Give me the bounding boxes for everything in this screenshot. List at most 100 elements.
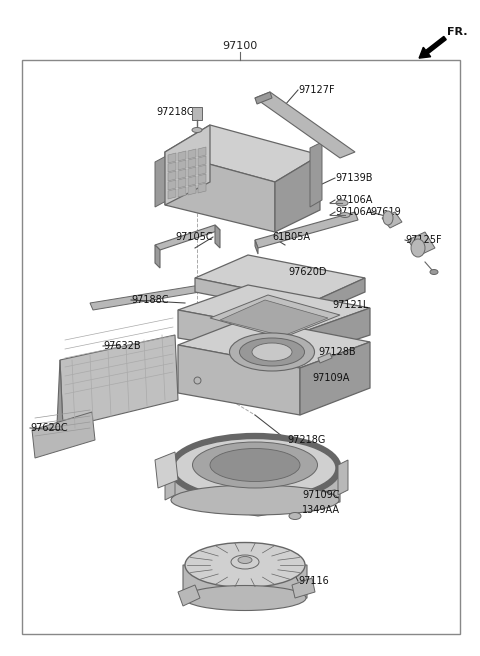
Polygon shape — [172, 468, 340, 516]
Polygon shape — [188, 185, 196, 195]
Polygon shape — [178, 310, 300, 358]
Text: 97106A: 97106A — [335, 207, 372, 217]
Polygon shape — [188, 176, 196, 186]
Ellipse shape — [383, 211, 393, 225]
Ellipse shape — [289, 512, 301, 520]
Polygon shape — [188, 167, 196, 177]
Polygon shape — [310, 142, 322, 207]
Polygon shape — [178, 285, 370, 333]
Text: 97100: 97100 — [222, 41, 258, 51]
Text: 97218G: 97218G — [156, 107, 195, 117]
Polygon shape — [178, 318, 370, 368]
Text: 61B05A: 61B05A — [272, 232, 310, 242]
Polygon shape — [178, 585, 200, 606]
Polygon shape — [165, 465, 175, 500]
Text: 97620C: 97620C — [30, 423, 68, 433]
Ellipse shape — [184, 586, 306, 611]
Text: 97109C: 97109C — [302, 490, 339, 500]
Ellipse shape — [336, 200, 348, 206]
Polygon shape — [155, 245, 160, 268]
Polygon shape — [195, 278, 312, 315]
Text: 97620D: 97620D — [288, 267, 326, 277]
Polygon shape — [57, 360, 63, 432]
Polygon shape — [178, 169, 186, 179]
Polygon shape — [178, 187, 186, 197]
Ellipse shape — [238, 556, 252, 564]
Polygon shape — [408, 232, 435, 256]
Polygon shape — [338, 460, 348, 495]
Text: 97619: 97619 — [370, 207, 401, 217]
Ellipse shape — [252, 343, 292, 361]
Polygon shape — [292, 578, 315, 598]
Text: 97109A: 97109A — [312, 373, 349, 383]
Ellipse shape — [185, 543, 305, 588]
Polygon shape — [178, 151, 186, 161]
Polygon shape — [168, 162, 176, 172]
Polygon shape — [168, 153, 176, 163]
Ellipse shape — [430, 270, 438, 274]
Ellipse shape — [192, 127, 202, 133]
Polygon shape — [155, 225, 220, 250]
Text: 97218G: 97218G — [287, 435, 325, 445]
Ellipse shape — [340, 213, 350, 218]
Polygon shape — [312, 278, 365, 315]
Polygon shape — [165, 125, 320, 182]
Ellipse shape — [229, 333, 314, 371]
Text: 97127F: 97127F — [298, 85, 335, 95]
Text: 97116: 97116 — [298, 576, 329, 586]
Polygon shape — [192, 107, 202, 120]
Ellipse shape — [171, 485, 339, 515]
Polygon shape — [210, 295, 340, 338]
Polygon shape — [178, 160, 186, 170]
Polygon shape — [60, 335, 178, 428]
Text: 1349AA: 1349AA — [302, 505, 340, 515]
Text: 97128B: 97128B — [318, 347, 356, 357]
Polygon shape — [198, 147, 206, 157]
Polygon shape — [183, 565, 307, 610]
Polygon shape — [198, 156, 206, 166]
Text: 97121L: 97121L — [332, 300, 368, 310]
Text: 97188C: 97188C — [131, 295, 168, 305]
Text: 97632B: 97632B — [103, 341, 141, 351]
Text: 97105C: 97105C — [175, 232, 213, 242]
Ellipse shape — [210, 449, 300, 482]
Ellipse shape — [411, 239, 425, 257]
Polygon shape — [178, 345, 300, 415]
Polygon shape — [195, 255, 365, 302]
Polygon shape — [165, 125, 210, 205]
Polygon shape — [255, 92, 272, 104]
Polygon shape — [178, 178, 186, 188]
Polygon shape — [90, 272, 283, 310]
Bar — [22, 60, 460, 634]
Text: 97125F: 97125F — [405, 235, 442, 245]
Ellipse shape — [231, 555, 259, 569]
Polygon shape — [188, 149, 196, 159]
Polygon shape — [168, 171, 176, 181]
Polygon shape — [32, 412, 95, 458]
Text: 97106A: 97106A — [335, 195, 372, 205]
FancyArrow shape — [419, 37, 446, 58]
Polygon shape — [300, 342, 370, 415]
Polygon shape — [165, 152, 275, 232]
Polygon shape — [155, 452, 178, 488]
Polygon shape — [382, 212, 402, 228]
Polygon shape — [198, 165, 206, 175]
Polygon shape — [168, 180, 176, 190]
Polygon shape — [198, 183, 206, 193]
Polygon shape — [255, 240, 258, 254]
Polygon shape — [188, 158, 196, 168]
Polygon shape — [220, 300, 328, 336]
Polygon shape — [215, 225, 220, 248]
Ellipse shape — [174, 438, 336, 497]
Polygon shape — [255, 212, 358, 248]
Polygon shape — [198, 174, 206, 184]
Polygon shape — [318, 353, 332, 363]
Polygon shape — [275, 155, 320, 232]
Text: 97139B: 97139B — [335, 173, 372, 183]
Polygon shape — [255, 92, 355, 158]
Ellipse shape — [192, 442, 317, 488]
Polygon shape — [155, 155, 168, 207]
Ellipse shape — [240, 338, 304, 366]
Text: FR.: FR. — [447, 27, 468, 37]
Polygon shape — [168, 189, 176, 199]
